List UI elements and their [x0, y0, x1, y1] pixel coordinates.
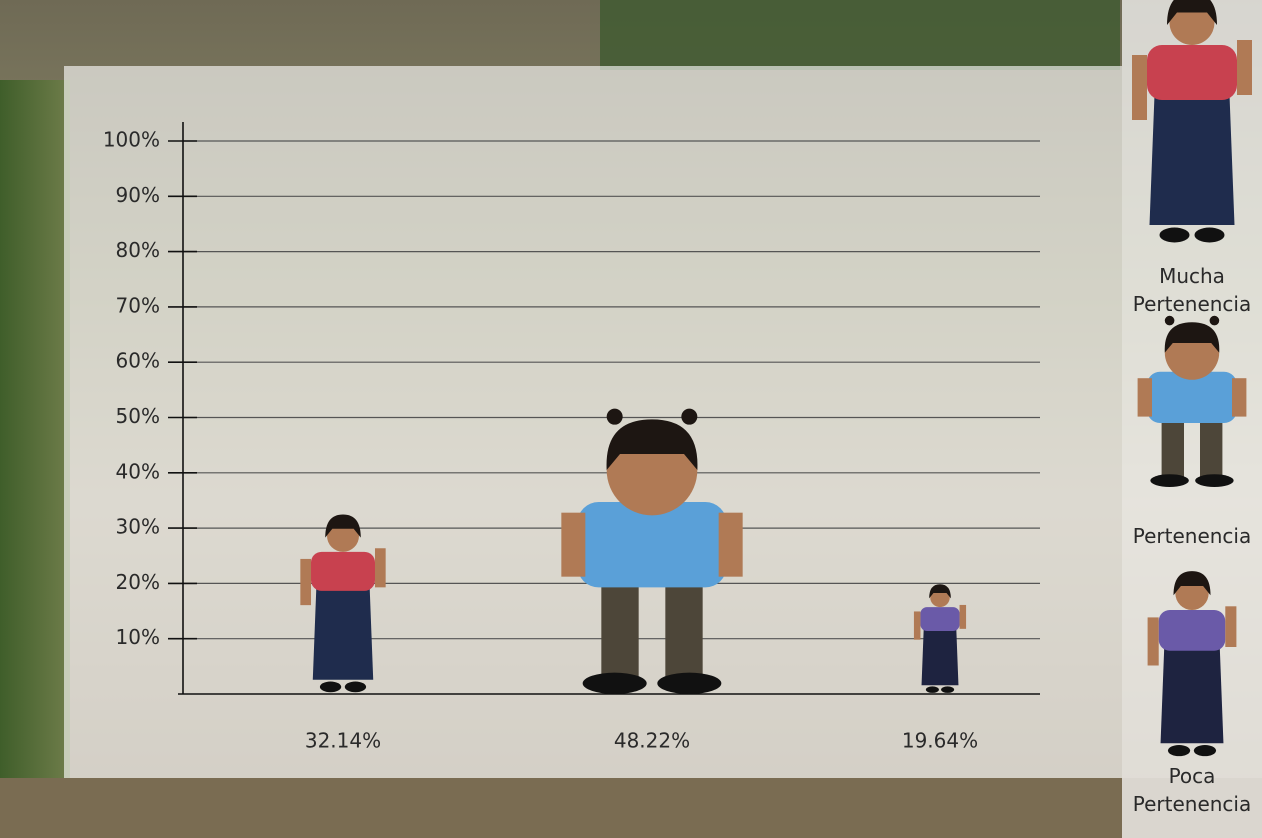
figure-part: [1147, 45, 1237, 100]
legend-label: Pertenencia: [1122, 522, 1262, 550]
figure-part: [1225, 606, 1236, 647]
figure-part: [375, 548, 386, 587]
figure-part: [1161, 647, 1224, 743]
legend-label: Poca Pertenencia: [1122, 762, 1262, 818]
background-ground: [0, 778, 1262, 838]
figure-part: [1194, 745, 1216, 756]
figure-part: [300, 559, 311, 605]
page: 10% 20% 30% 40% 50% 60% 70% 80% 90% 100% 32.14% 48.…: [0, 0, 1262, 838]
figure-part: [311, 552, 375, 591]
y-tick-label: 80%: [116, 238, 160, 262]
background-trees: [0, 80, 70, 838]
figure-part: [601, 577, 638, 678]
figure-part: [320, 682, 341, 693]
figure-part: [1150, 95, 1235, 225]
figure-part: [1150, 474, 1188, 487]
figure-part: [345, 682, 366, 693]
value-label: 48.22%: [614, 729, 690, 753]
figure-part: [1232, 378, 1246, 416]
figure-part: [922, 629, 959, 685]
figure-part: [1200, 417, 1222, 478]
figure-part: [960, 605, 967, 629]
figure-part: [1237, 40, 1252, 95]
figure-part: [1195, 474, 1233, 487]
figure-part: [313, 587, 373, 679]
figure-part: [607, 409, 623, 425]
figure-part: [583, 673, 647, 694]
y-tick-label: 70%: [116, 293, 160, 317]
figure-part: [941, 686, 954, 693]
y-tick-label: 40%: [116, 459, 160, 483]
legend-label: Mucha Pertenencia: [1122, 262, 1262, 318]
figure-part: [1168, 745, 1190, 756]
figure-part: [1160, 228, 1190, 243]
y-tick-label: 50%: [116, 404, 160, 428]
figure-part: [719, 513, 743, 577]
y-tick-label: 10%: [116, 625, 160, 649]
figure-part: [1162, 417, 1184, 478]
figure-part: [681, 409, 697, 425]
chart-panel: [64, 66, 1122, 778]
figure-part: [665, 577, 702, 678]
figure-part: [561, 513, 585, 577]
y-tick-label: 60%: [116, 349, 160, 373]
background-trees: [600, 0, 1120, 70]
y-tick-label: 30%: [116, 515, 160, 539]
chart: 10% 20% 30% 40% 50% 60% 70% 80% 90% 100% 32.14% 48.…: [0, 0, 1262, 838]
figure-part: [1132, 55, 1147, 120]
figure-part: [1159, 610, 1226, 651]
y-tick-label: 100%: [103, 128, 160, 152]
figure-part: [920, 607, 959, 631]
y-tick-label: 90%: [116, 183, 160, 207]
y-tick-label: 20%: [116, 570, 160, 594]
figure-part: [1195, 228, 1225, 243]
figure-part: [657, 673, 721, 694]
value-label: 32.14%: [305, 729, 381, 753]
figure-part: [1138, 378, 1152, 416]
figure-part: [1148, 617, 1159, 665]
figure-part: [914, 611, 921, 639]
value-label: 19.64%: [902, 729, 978, 753]
figure-part: [926, 686, 939, 693]
